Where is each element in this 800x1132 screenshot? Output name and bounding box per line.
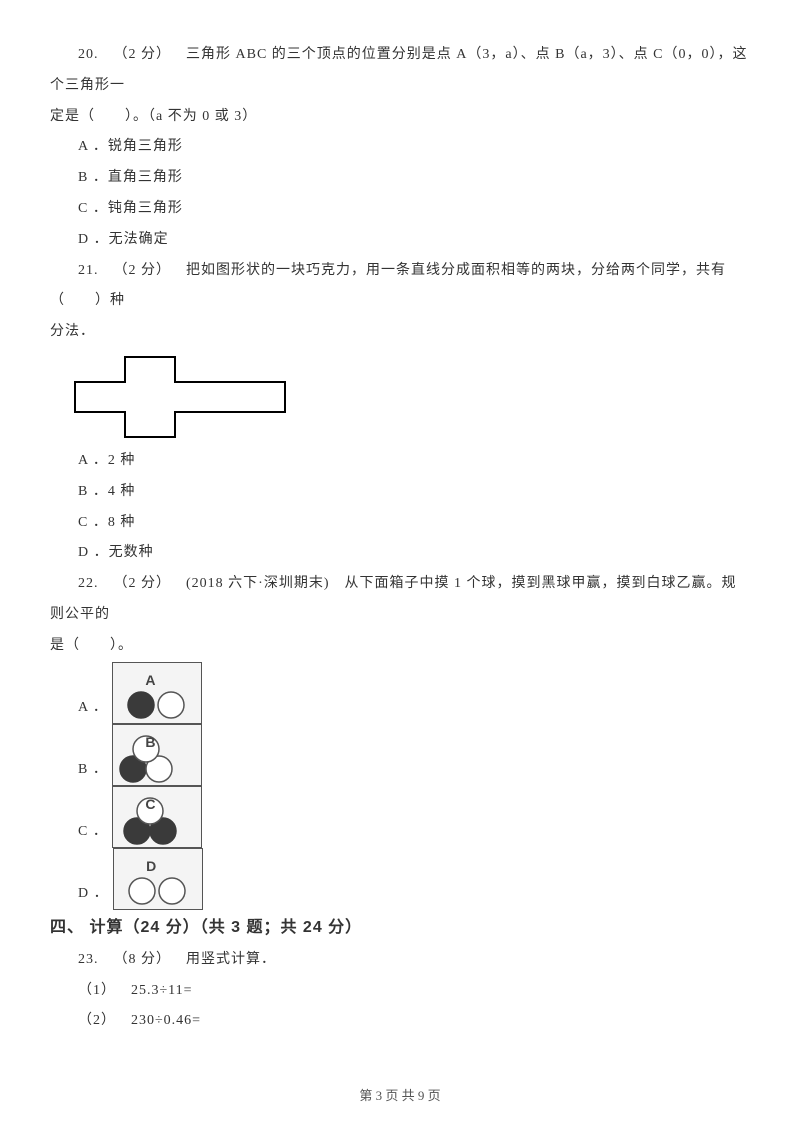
q22-option-a-box: A xyxy=(112,662,202,724)
q22-option-c-row: C ． C xyxy=(50,786,750,848)
q23-item-1: （1） 25.3÷11= xyxy=(50,976,750,1007)
q22-stem-line2: 是（ ）。 xyxy=(50,631,750,662)
q21-stem-line2: 分法． xyxy=(50,317,750,348)
q21-option-d: D ．无数种 xyxy=(50,538,750,569)
q22-option-c-label: C xyxy=(117,789,156,820)
page-footer: 第 3 页 共 9 页 xyxy=(0,1085,800,1104)
q20-option-b: B ．直角三角形 xyxy=(50,163,750,194)
q22-option-d-row: D ． D xyxy=(50,848,750,910)
q22-option-a-row: A ． A xyxy=(50,662,750,724)
q22-stem-line1: 22. （2 分） (2018 六下·深圳期末) 从下面箱子中摸 1 个球，摸到… xyxy=(50,569,750,631)
q22-option-b-label: B xyxy=(117,727,156,758)
q20-option-d: D ．无法确定 xyxy=(50,225,750,256)
q22-option-a-prefix: A ． xyxy=(78,700,108,715)
q22-option-b-row: B ． B xyxy=(50,724,750,786)
q22-option-b-box: B xyxy=(112,724,202,786)
section-4-title: 四、 计算（24 分）（共 3 题；共 24 分） xyxy=(50,910,750,945)
q22-option-d-prefix: D ． xyxy=(78,886,109,901)
q21-option-c: C ．8 种 xyxy=(50,508,750,539)
q22-option-d-box: D xyxy=(113,848,203,910)
q21-figure-cross xyxy=(70,352,750,442)
q21-stem-line1: 21. （2 分） 把如图形状的一块巧克力，用一条直线分成面积相等的两块，分给两… xyxy=(50,256,750,318)
q20-option-a: A ．锐角三角形 xyxy=(50,132,750,163)
q23-stem: 23. （8 分） 用竖式计算． xyxy=(50,945,750,976)
q22-option-b-prefix: B ． xyxy=(78,762,108,777)
q22-option-c-box: C xyxy=(112,786,202,848)
q22-option-c-prefix: C ． xyxy=(78,824,108,839)
cross-shape-icon xyxy=(70,352,290,442)
q20-option-c: C ．钝角三角形 xyxy=(50,194,750,225)
q22-option-a-label: A xyxy=(117,665,156,696)
q20-stem-line2: 定是（ ）。（a 不为 0 或 3） xyxy=(50,102,750,133)
q20-stem-line1: 20. （2 分） 三角形 ABC 的三个顶点的位置分别是点 A（3，a）、点 … xyxy=(50,40,750,102)
q23-item-2: （2） 230÷0.46= xyxy=(50,1006,750,1037)
q21-option-a: A ．2 种 xyxy=(50,446,750,477)
q21-option-b: B ．4 种 xyxy=(50,477,750,508)
q22-option-d-label: D xyxy=(118,851,157,882)
